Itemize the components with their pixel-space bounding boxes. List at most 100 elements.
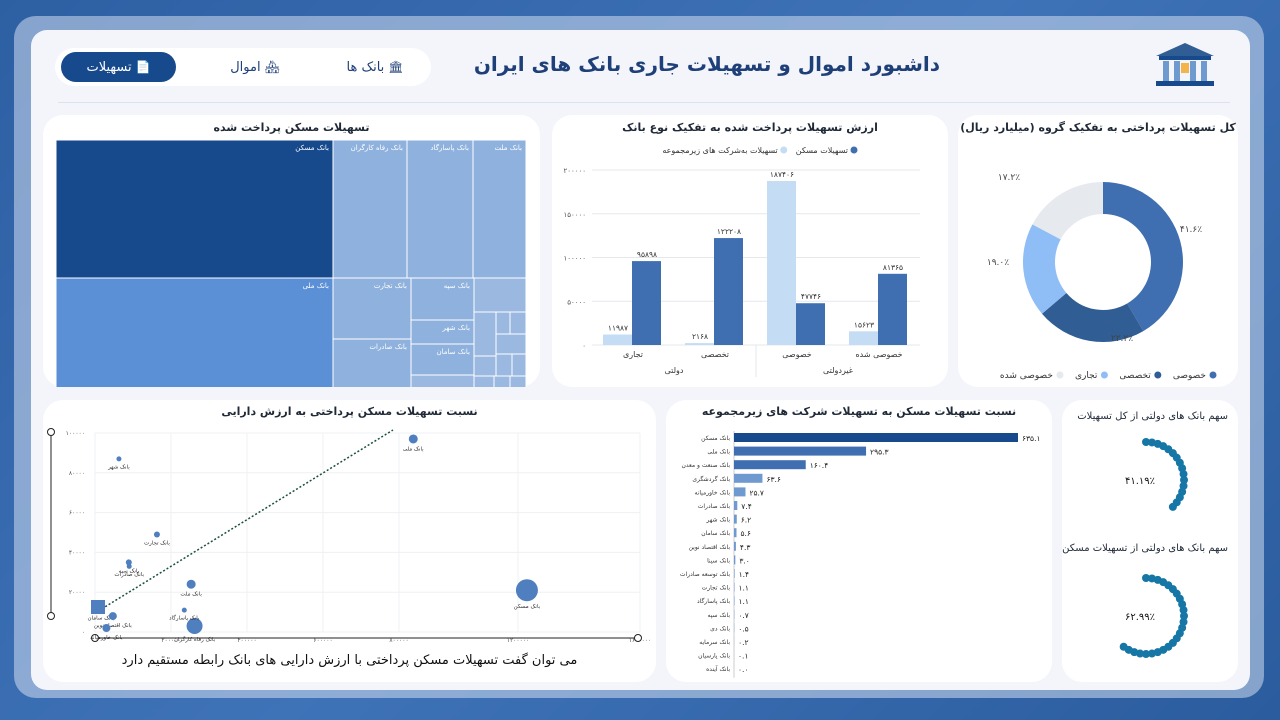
bar [685, 343, 714, 345]
category-label: بانک گردشگری [692, 475, 730, 483]
category-label: بانک خاورمیانه [694, 489, 730, 496]
treemap-chart: بانک مسکن بانک ملی بانک رفاه کارگران بانک پ… [55, 139, 527, 387]
hbar-value-label: ۷.۴ [741, 502, 751, 511]
treemap-cell [332, 277, 412, 340]
x-tick-label: ۶۰۰۰۰۰ [313, 637, 332, 644]
donut-chart: ۴۱.۶٪ ۲۲.۲٪ ۱۹.۰٪ ۱۷.۲٪ خصوصی تخصصی تجاری خصوصی… [987, 173, 1217, 381]
scatter-point-label: بانک اقتصاد نوین [94, 622, 132, 629]
hbar-value-label: ۰.۷ [738, 611, 748, 620]
category-label: بانک سینا [707, 557, 730, 564]
y-tick-label: ۰ [582, 342, 586, 350]
hbar [734, 446, 867, 456]
scatter-point-label: بانک سامان [88, 615, 115, 622]
document-icon: 📄 [135, 60, 151, 74]
hbar [734, 433, 1018, 442]
donut-value-label: ۱۷.۲٪ [998, 173, 1020, 183]
treemap-cell [406, 139, 474, 279]
category-label: بانک دی [710, 625, 730, 632]
tab-assets[interactable]: 🏘 اموال [205, 52, 305, 82]
hbar-value-label: ۵.۶ [741, 529, 751, 538]
hbar [734, 569, 735, 578]
hbar-value-label: ۲۹۵.۳ [870, 448, 889, 457]
bar [767, 181, 796, 345]
y-tick-label: ۸۰۰۰۰ [69, 470, 85, 477]
treemap-cell [332, 338, 412, 387]
scatter-point-label: بانک خاورمیانه [90, 634, 123, 641]
scatter-point-label: بانک پاسارگاد [169, 615, 200, 622]
y-slider-handle [47, 428, 55, 436]
treemap-label: بانک سامان [436, 348, 470, 356]
bar-value-label: ۱۱۹۸۷ [608, 324, 628, 333]
gauge-dot [1180, 476, 1188, 484]
hbar-value-label: ۱.۱ [738, 597, 748, 606]
gauge-title: سهم بانک های دولتی از کل تسهیلات [1077, 411, 1228, 422]
treemap-cell [473, 277, 527, 313]
scatter-point-label: بانک سپه [119, 567, 140, 574]
y-tick-label: ۰ [82, 629, 85, 636]
hbar-card: نسبت تسهیلات مسکن به تسهیلات شرکت های زی… [666, 400, 1052, 682]
bar [632, 261, 661, 345]
treemap-cell [495, 353, 513, 377]
donut-slice [1032, 182, 1103, 240]
tab-banks[interactable]: 🏛 بانک ها [325, 52, 425, 82]
hbar-value-label: ۳.۰ [739, 556, 749, 565]
group-label: دولتی [665, 366, 684, 375]
nav-tabs: 🏛 بانک ها 🏘 اموال 📄 تسهیلات [55, 48, 431, 86]
bar [603, 334, 632, 345]
x-slider-handle [91, 634, 99, 642]
hbar [734, 487, 746, 497]
hbar-value-label: ۱.۴ [739, 570, 749, 579]
tab-loans[interactable]: 📄 تسهیلات [61, 52, 176, 82]
page-title: داشبورد اموال و تسهیلات جاری بانک های ای… [473, 52, 940, 76]
donut-value-label: ۴۱.۶٪ [1180, 225, 1202, 235]
hbar [734, 528, 737, 538]
gauge-card: سهم بانک های دولتی از کل تسهیلات سهم بان… [1062, 400, 1238, 682]
treemap-cell [55, 277, 334, 387]
scatter-chart: ۰۲۰۰۰۰۴۰۰۰۰۶۰۰۰۰۸۰۰۰۰۱۰۰۰۰۰۰۲۰۰۰۰۰۴۰۰۰۰۰… [47, 428, 651, 644]
hbar [734, 501, 738, 510]
bar-value-label: ۹۵۸۹۸ [637, 250, 657, 259]
category-label: بانک ملی [707, 449, 730, 456]
donut-legend-marker [1100, 371, 1108, 379]
hbar-value-label: ۰.۰ [738, 665, 748, 674]
bar-value-label: ۴۷۷۴۶ [801, 292, 821, 301]
category-label: بانک اقتصاد نوین [689, 544, 731, 551]
scatter-card: نسبت تسهیلات مسکن پرداختی به ارزش دارایی… [43, 400, 656, 682]
gauge-dot [1119, 642, 1128, 651]
hbar [734, 541, 736, 551]
donut-legend-label: تخصصی [1119, 371, 1151, 381]
scatter-point [181, 607, 187, 613]
gauge-title: سهم بانک های دولتی از تسهیلات مسکن [1062, 543, 1228, 554]
treemap-cell [473, 355, 497, 377]
scatter-point [108, 612, 117, 621]
donut-card: کل تسهیلات پرداختی به تفکیک گروه (میلیار… [958, 115, 1238, 387]
treemap-cell [332, 139, 408, 279]
y-tick-label: ۴۰۰۰۰ [69, 549, 85, 556]
treemap-card: تسهیلات مسکن پرداخت شده بانک مسکن بانک مل… [43, 115, 540, 387]
treemap-cell [495, 333, 527, 355]
treemap-cell [410, 343, 475, 376]
y-tick-label: ۵۰۰۰۰ [567, 298, 586, 306]
gauge-value: ۶۲.۹۹٪ [1125, 612, 1155, 623]
hbar-value-label: ۱.۱ [738, 584, 748, 593]
bar-value-label: ۲۱۶۸ [692, 332, 708, 341]
treemap-label: بانک مسکن [295, 144, 329, 152]
bar-value-label: ۱۵۶۲۳ [854, 320, 874, 329]
gauge-dot [1142, 574, 1150, 582]
hbar-value-label: ۶۳۵.۱ [1022, 434, 1041, 443]
category-label: بانک صنعت و معدن [681, 462, 730, 469]
treemap-label: بانک سپه [444, 282, 470, 290]
hbar-value-label: ۰.۵ [738, 624, 748, 633]
scatter-point [98, 607, 104, 613]
gauge-dot [1142, 650, 1150, 658]
hbar-value-label: ۶۳.۶ [766, 475, 780, 484]
scatter-point [408, 434, 418, 444]
donut-legend-label: خصوصی [1173, 371, 1206, 381]
bank-logo-icon [1156, 43, 1214, 86]
hbar-value-label: ۲۵.۷ [749, 488, 763, 497]
donut-slice [1042, 293, 1144, 342]
category-label: بانک شهر [705, 517, 730, 524]
bar-card: ارزش تسهیلات پرداخت شده به تفکیک نوع بان… [552, 115, 948, 387]
category-label: بانک سامان [701, 530, 730, 537]
treemap-label: بانک ملی [303, 282, 329, 290]
